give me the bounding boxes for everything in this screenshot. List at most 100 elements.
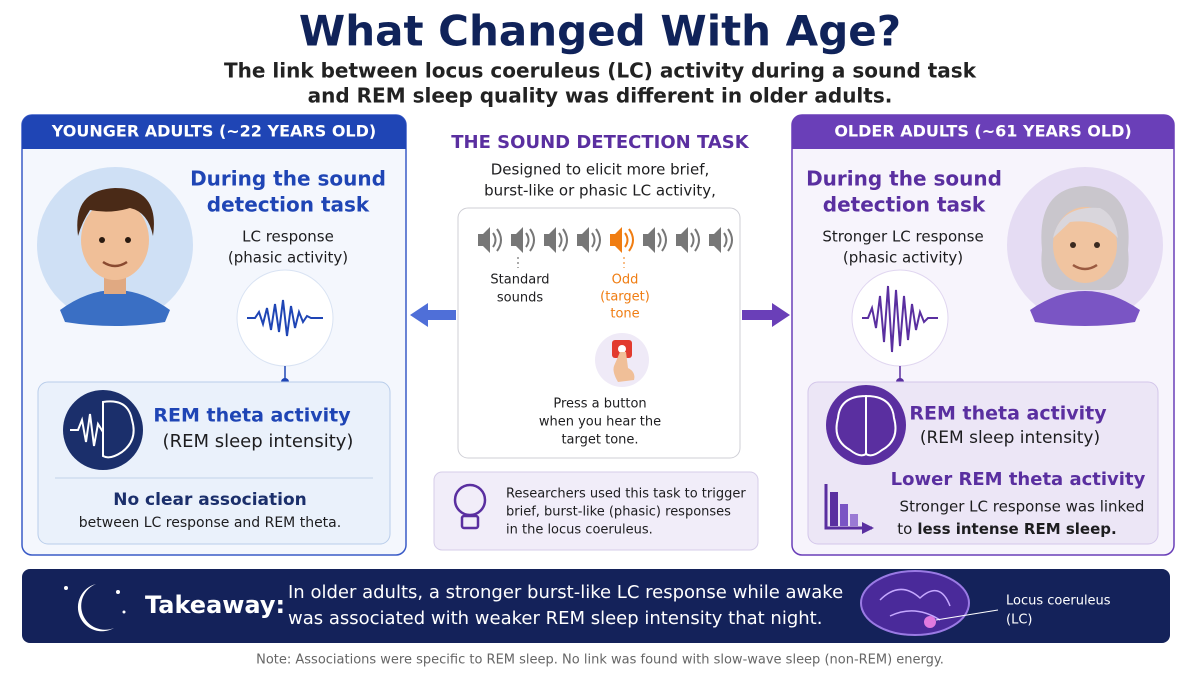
speaker-part bbox=[478, 227, 490, 253]
rem-sub: (REM sleep intensity) bbox=[163, 431, 354, 452]
decline-icon-part bbox=[850, 514, 858, 526]
speaker bbox=[478, 227, 502, 253]
takeaway-band-part bbox=[879, 588, 951, 621]
task-panel: THE SOUND DETECTION TASK Designed to eli… bbox=[433, 132, 759, 551]
takeaway-text: In older adults, a stronger burst-like L… bbox=[288, 582, 843, 603]
speaker bbox=[544, 227, 568, 253]
response-label: LC response bbox=[242, 228, 334, 246]
speaker-part bbox=[690, 228, 700, 252]
young-face-part bbox=[81, 200, 149, 280]
speaker bbox=[643, 227, 667, 253]
rem-heading: REM theta activity bbox=[909, 403, 1107, 425]
young-face-part bbox=[60, 290, 170, 326]
speaker bbox=[610, 227, 634, 253]
response-label: (phasic activity) bbox=[843, 249, 963, 267]
old-brain-icon bbox=[826, 385, 906, 465]
speaker-part bbox=[525, 228, 535, 252]
old-face-part bbox=[1053, 207, 1117, 283]
speaker-part bbox=[511, 227, 523, 253]
task-heading: detection task bbox=[207, 193, 370, 217]
button-icon bbox=[595, 333, 649, 387]
younger-panel: YOUNGER ADULTS (~22 YEARS OLD) During th… bbox=[21, 114, 407, 556]
note-text: Researchers used this task to trigger bbox=[506, 487, 746, 502]
speaker-part bbox=[676, 227, 688, 253]
young-wave-icon-part bbox=[247, 299, 323, 337]
takeaway-band-part bbox=[64, 586, 68, 590]
takeaway-band-part bbox=[860, 570, 970, 636]
panel-label: OLDER ADULTS (~61 YEARS OLD) bbox=[834, 122, 1131, 141]
task-heading: During the sound bbox=[806, 167, 1002, 191]
takeaway-band-part bbox=[935, 609, 999, 621]
speaker bbox=[577, 227, 601, 253]
task-heading: detection task bbox=[823, 193, 986, 217]
response-label: Stronger LC response bbox=[822, 228, 983, 246]
takeaway-band: Takeaway: In older adults, a stronger bu… bbox=[22, 569, 1170, 643]
finding: to less intense REM sleep. bbox=[897, 520, 1116, 538]
takeaway-label: Takeaway: bbox=[145, 591, 285, 619]
finding: Stronger LC response was linked bbox=[900, 498, 1145, 516]
speaker-part bbox=[723, 228, 733, 252]
takeaway-text: was associated with weaker REM sleep int… bbox=[288, 608, 822, 629]
speaker bbox=[676, 227, 700, 253]
finding-lead: to bbox=[897, 520, 912, 538]
standard-label: sounds bbox=[497, 291, 543, 306]
task-description: Designed to elicit more brief, bbox=[491, 161, 710, 179]
decline-icon-part bbox=[824, 484, 872, 530]
decline-icon-part bbox=[840, 504, 848, 526]
rem-sub: (REM sleep intensity) bbox=[920, 428, 1100, 448]
older-panel-part bbox=[792, 115, 1174, 149]
note-text: in the locus coeruleus. bbox=[506, 523, 653, 538]
speaker-row bbox=[478, 227, 733, 253]
speaker-part bbox=[643, 227, 655, 253]
decline-icon-part bbox=[830, 492, 838, 526]
speaker-part bbox=[577, 227, 589, 253]
decline-icon-part bbox=[862, 522, 874, 534]
young-face bbox=[37, 167, 193, 326]
brain-label: Locus coeruleus bbox=[1006, 594, 1111, 609]
note-text: brief, burst-like (phasic) responses bbox=[506, 505, 731, 520]
panel-label: YOUNGER ADULTS (~22 YEARS OLD) bbox=[51, 122, 376, 141]
finding-emphasis: less intense REM sleep. bbox=[917, 520, 1116, 538]
odd-label: (target) bbox=[600, 290, 650, 305]
old-face bbox=[1007, 167, 1163, 326]
older-panel: OLDER ADULTS (~61 YEARS OLD) During the … bbox=[791, 114, 1175, 556]
button-icon-part bbox=[618, 345, 626, 353]
old-face-part bbox=[1094, 242, 1100, 248]
speaker-part bbox=[492, 228, 502, 252]
brain-label: (LC) bbox=[1006, 613, 1032, 628]
task-description: burst-like or phasic LC activity, bbox=[484, 182, 716, 200]
speaker-part bbox=[544, 227, 556, 253]
task-heading: THE SOUND DETECTION TASK bbox=[451, 132, 749, 153]
title: What Changed With Age? bbox=[299, 7, 901, 56]
old-face-part bbox=[1070, 242, 1076, 248]
speaker-part bbox=[624, 228, 634, 252]
task-box bbox=[457, 207, 741, 459]
subtitle: The link between locus coeruleus (LC) ac… bbox=[224, 59, 977, 83]
decline-icon bbox=[824, 484, 874, 534]
button-icon-part bbox=[613, 352, 635, 382]
young-face-part bbox=[125, 237, 131, 243]
instruction: Press a button bbox=[553, 397, 646, 412]
speaker-part bbox=[657, 228, 667, 252]
standard-label: Standard bbox=[490, 273, 549, 288]
footnote: Note: Associations were specific to REM … bbox=[256, 653, 944, 668]
young-brain-icon bbox=[63, 390, 143, 470]
arrow-left bbox=[410, 303, 456, 327]
younger-panel-part bbox=[22, 115, 406, 149]
arrow-right bbox=[742, 303, 790, 327]
takeaway-band-part bbox=[116, 590, 120, 594]
old-face-part bbox=[1072, 263, 1098, 271]
speaker bbox=[511, 227, 535, 253]
finding-heading: No clear association bbox=[113, 490, 307, 510]
speaker-part bbox=[709, 227, 721, 253]
odd-label: tone bbox=[610, 307, 639, 322]
young-brain-icon-part bbox=[70, 413, 104, 447]
old-face-part bbox=[1030, 291, 1140, 326]
odd-label: Odd bbox=[612, 273, 639, 288]
old-brain-icon-part bbox=[835, 394, 897, 457]
young-brain-icon-part bbox=[102, 400, 135, 459]
subtitle: and REM sleep quality was different in o… bbox=[308, 84, 893, 108]
speaker-part bbox=[558, 228, 568, 252]
note-box bbox=[433, 471, 759, 551]
